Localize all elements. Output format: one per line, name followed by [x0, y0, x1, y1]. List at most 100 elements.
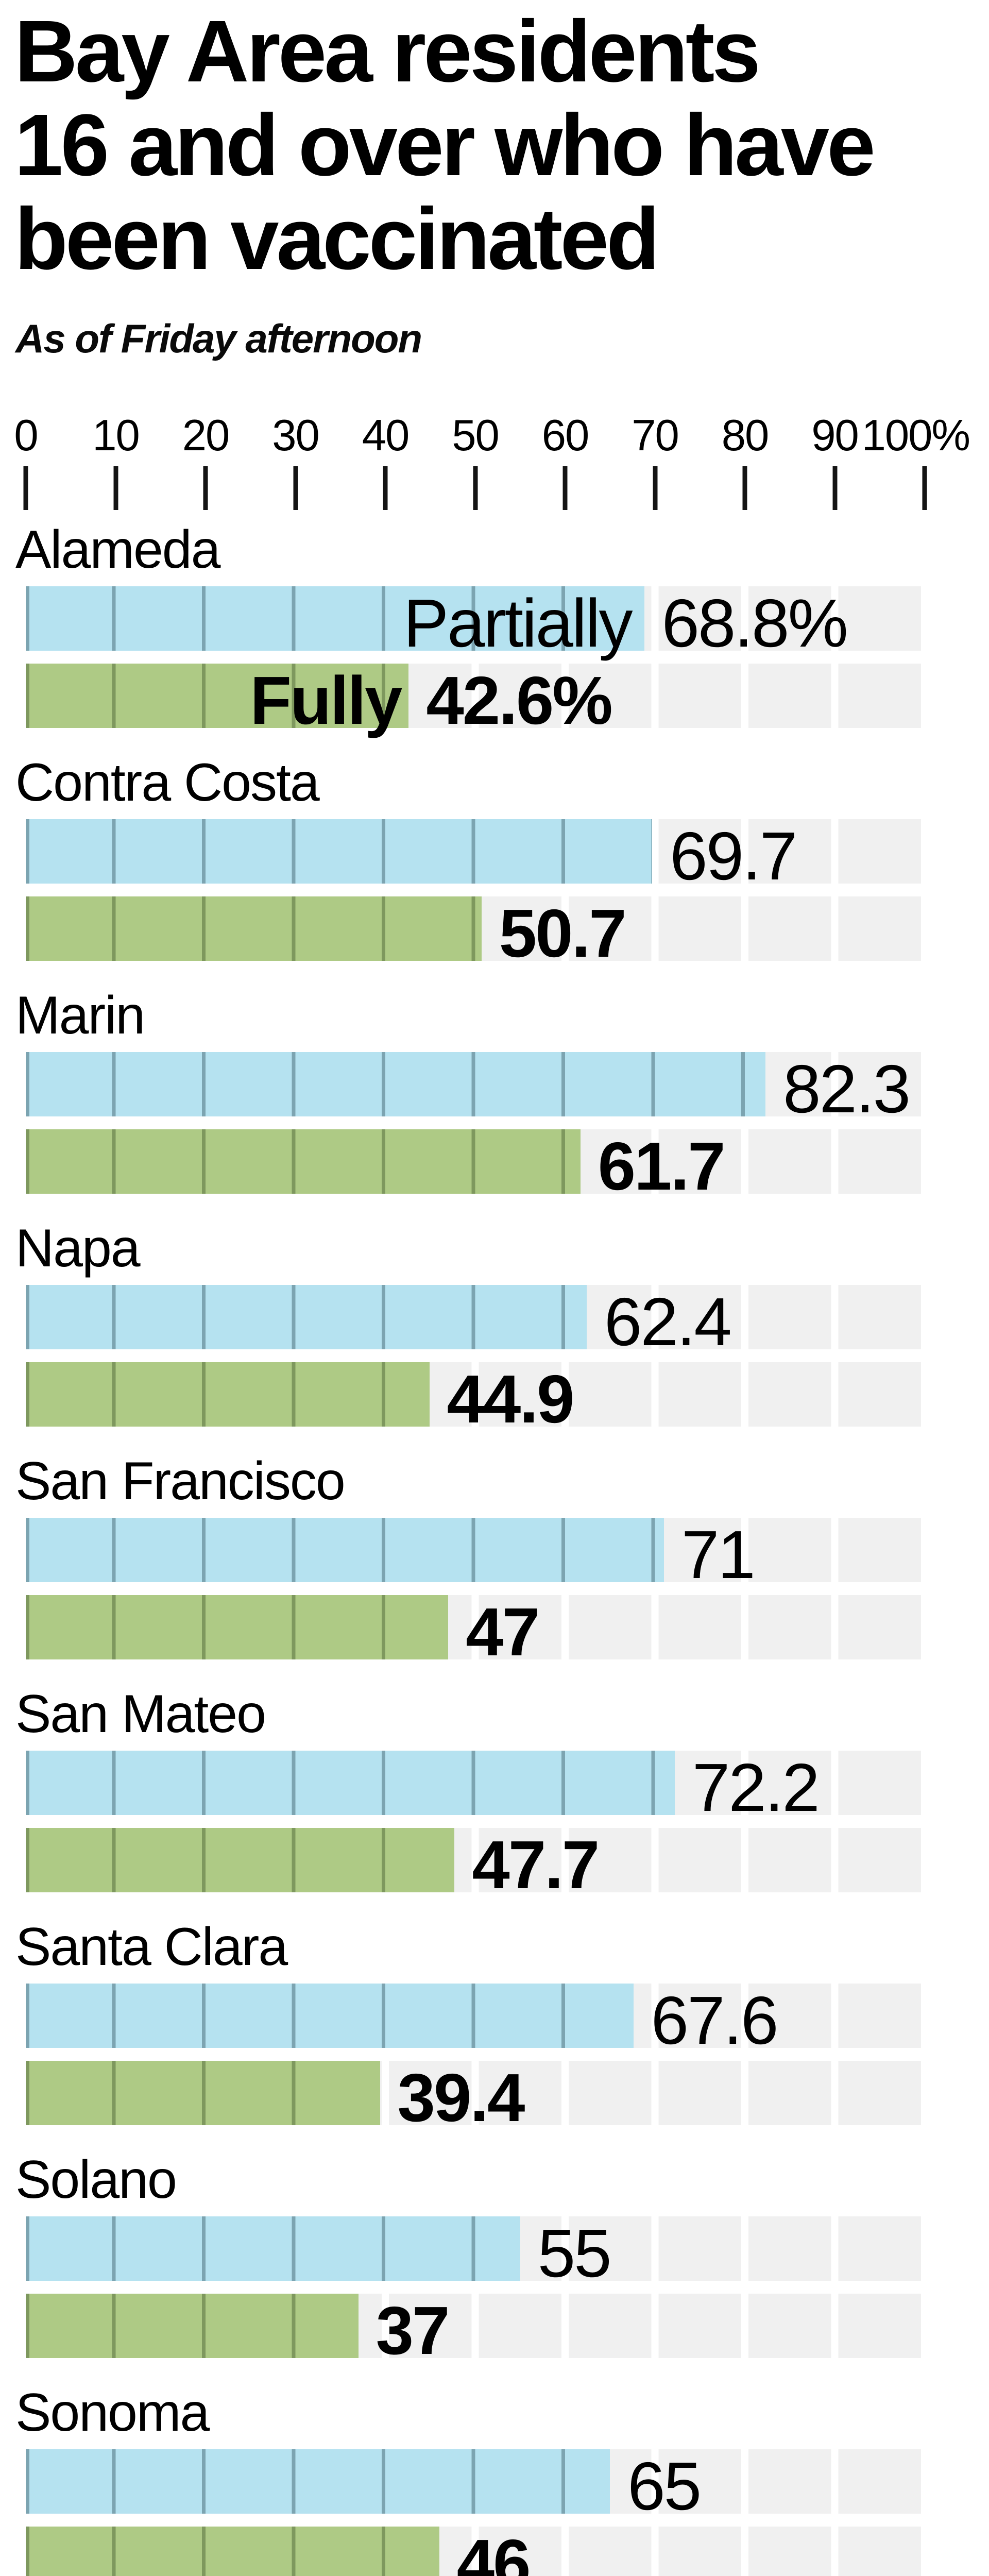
axis-tick-label: 100% [861, 411, 970, 460]
county-label: Sonoma [15, 2383, 210, 2443]
full-vaccinated-bar [26, 2527, 439, 2576]
full-value-label: 50.7 [499, 895, 627, 971]
county-row: Santa Clara 67.6 39.4 [0, 1920, 989, 2153]
axis-tick-mark [832, 466, 837, 510]
county-row: Sonoma 65 46 [0, 2386, 989, 2576]
partial-bar-track: 82.3 [26, 1052, 925, 1123]
county-row: Napa 62.4 44.9 [0, 1222, 989, 1454]
full-bar-track: 46 [26, 2527, 925, 2576]
axis-tick-mark [653, 466, 657, 510]
partial-bar-track: 69.7 [26, 819, 925, 890]
full-bar-track: 37 [26, 2294, 925, 2365]
axis-tick-label: 20 [182, 411, 230, 460]
full-value-label: 47 [466, 1594, 540, 1670]
partial-value-label: 72.2 [692, 1750, 820, 1825]
partial-value-label: 67.6 [651, 1982, 779, 2058]
axis-tick-label: 40 [362, 411, 410, 460]
partial-vaccinated-bar [26, 586, 644, 651]
axis-tick-mark [383, 466, 388, 510]
full-value-label: 47.7 [472, 1827, 600, 1903]
county-row: Marin 82.3 61.7 [0, 989, 989, 1222]
axis-tick-mark [742, 466, 747, 510]
partial-bar-track: 55 [26, 2216, 925, 2287]
county-row: San Mateo 72.2 47.7 [0, 1687, 989, 1920]
axis-tick-label: 10 [92, 411, 140, 460]
county-label: Solano [15, 2150, 177, 2210]
chart-subtitle: As of Friday afternoon [15, 316, 422, 361]
partial-bar-track: 67.6 [26, 1984, 925, 2055]
partial-value-label: 69.7 [670, 818, 797, 894]
axis-tick-mark [23, 466, 28, 510]
axis-tick-label: 50 [452, 411, 500, 460]
title-line-3: been vaccinated [14, 190, 660, 288]
axis-tick-mark [203, 466, 208, 510]
partial-vaccinated-bar [26, 1518, 664, 1582]
full-vaccinated-bar [26, 896, 482, 961]
full-bar-track: 50.7 [26, 896, 925, 968]
axis-tick-label: 90 [811, 411, 859, 460]
partial-vaccinated-bar [26, 1052, 766, 1116]
county-label: Marin [15, 986, 145, 1045]
full-value-label: 37 [376, 2293, 450, 2368]
full-value-label: 42.6% [426, 663, 612, 738]
full-vaccinated-bar [26, 2061, 380, 2125]
axis-tick-label: 80 [721, 411, 770, 460]
county-label: San Francisco [15, 1451, 346, 1511]
full-vaccinated-bar [26, 664, 409, 728]
partial-bar-track: 62.4 [26, 1285, 925, 1356]
partial-bar-track: 65 [26, 2449, 925, 2520]
axis-tick-label: 30 [272, 411, 320, 460]
full-value-label: 39.4 [397, 2060, 525, 2136]
full-value-label: 44.9 [447, 1361, 575, 1437]
partial-vaccinated-bar [26, 1984, 634, 2048]
full-bar-track: Fully 42.6% [26, 664, 925, 735]
full-vaccinated-bar [26, 2294, 359, 2358]
county-row: Solano 55 37 [0, 2153, 989, 2386]
axis-tick-label: 0 [14, 411, 38, 460]
county-label: Santa Clara [15, 1917, 288, 1977]
partial-value-label: 71 [681, 1517, 756, 1592]
full-bar-track: 47 [26, 1595, 925, 1666]
county-label: San Mateo [15, 1684, 266, 1744]
full-value-label: 46 [456, 2526, 531, 2576]
axis-tick-mark [473, 466, 478, 510]
partial-bar-track: 72.2 [26, 1751, 925, 1822]
full-bar-track: 47.7 [26, 1828, 925, 1899]
county-label: Napa [15, 1218, 141, 1278]
axis-tick-mark [922, 466, 927, 510]
partial-vaccinated-bar [26, 1285, 587, 1349]
partial-legend-label: Partially [403, 585, 633, 661]
title-line-2: 16 and over who have [14, 96, 876, 194]
full-vaccinated-bar [26, 1362, 430, 1427]
partial-value-label: 65 [627, 2448, 702, 2524]
partial-bar-track: 71 [26, 1518, 925, 1589]
axis-tick-label: 60 [541, 411, 590, 460]
county-row: Contra Costa 69.7 50.7 [0, 756, 989, 989]
partial-value-label: 62.4 [604, 1284, 732, 1360]
full-vaccinated-bar [26, 1129, 581, 1194]
axis-tick-label: 70 [632, 411, 679, 460]
county-label: Contra Costa [15, 753, 320, 812]
partial-value-label: 68.8% [661, 585, 848, 661]
partial-value-label: 82.3 [783, 1051, 911, 1127]
partial-vaccinated-bar [26, 819, 653, 884]
full-vaccinated-bar [26, 1595, 449, 1659]
axis-tick-mark [293, 466, 298, 510]
full-bar-track: 44.9 [26, 1362, 925, 1433]
axis-tick-mark [562, 466, 568, 510]
page-title: Bay Area residents 16 and over who have … [14, 5, 983, 286]
partial-bar-track: Partially 68.8% [26, 586, 925, 657]
full-bar-track: 61.7 [26, 1129, 925, 1200]
county-label: Alameda [15, 520, 220, 580]
partial-vaccinated-bar [26, 2449, 610, 2514]
title-line-1: Bay Area residents [14, 3, 761, 100]
county-row: Alameda Partially 68.8% Fully 42.6% [0, 523, 989, 756]
full-vaccinated-bar [26, 1828, 455, 1892]
partial-vaccinated-bar [26, 2216, 520, 2281]
full-bar-track: 39.4 [26, 2061, 925, 2132]
county-row: San Francisco 71 47 [0, 1454, 989, 1687]
full-legend-label: Fully [250, 663, 402, 738]
axis-tick-mark [113, 466, 118, 510]
partial-vaccinated-bar [26, 1751, 675, 1815]
